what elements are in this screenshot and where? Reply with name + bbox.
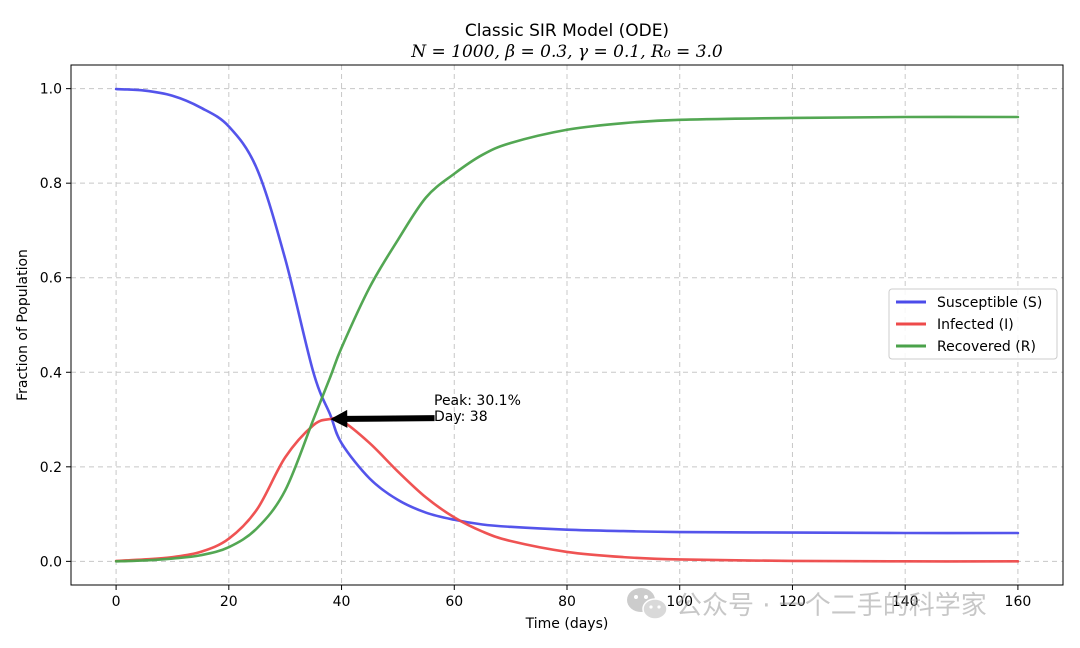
x-tick-label: 120: [779, 594, 806, 610]
y-tick-label: 0.0: [40, 554, 62, 570]
x-tick-label: 140: [892, 594, 919, 610]
x-tick-label: 60: [445, 594, 463, 610]
y-tick-label: 1.0: [40, 82, 62, 98]
y-tick-label: 0.8: [40, 176, 62, 192]
legend-label-susceptible: Susceptible (S): [937, 295, 1042, 311]
ticks: 0 20 40 60 80 100 120 140 160 0.0 0.2 0.4 0.6 0.8 1.0: [40, 82, 1032, 610]
peak-annotation-value: Peak: 30.1%: [434, 393, 521, 409]
x-tick-label: 160: [1005, 594, 1032, 610]
x-tick-label: 20: [220, 594, 238, 610]
legend: Susceptible (S) Infected (I) Recovered (…: [888, 288, 1058, 360]
x-tick-label: 0: [112, 594, 121, 610]
series-lines: [114, 87, 1020, 563]
x-tick-label: 100: [666, 594, 693, 610]
legend-label-recovered: Recovered (R): [937, 339, 1036, 355]
watermark-text: 公众号 · 一个二手的科学家: [676, 591, 987, 621]
y-tick-label: 0.4: [40, 365, 62, 381]
series-line-susceptible: [114, 87, 1020, 535]
wechat-icon: [627, 588, 668, 620]
y-tick-label: 0.6: [40, 271, 62, 287]
peak-annotation: Peak: 30.1% Day: 38: [330, 393, 521, 428]
x-tick-label: 40: [333, 594, 351, 610]
chart-title: Classic SIR Model (ODE): [465, 21, 669, 41]
chart-subtitle: N = 1000, β = 0.3, γ = 0.1, R₀ = 3.0: [410, 42, 723, 62]
peak-arrow: [330, 409, 435, 428]
grid: [71, 65, 1063, 585]
legend-label-infected: Infected (I): [937, 317, 1014, 333]
peak-annotation-day: Day: 38: [434, 409, 488, 425]
series-line-infected: [114, 416, 1020, 563]
y-axis-label: Fraction of Population: [15, 249, 31, 401]
legend-box: [888, 288, 1058, 360]
x-axis-label: Time (days): [525, 616, 609, 632]
x-tick-label: 80: [558, 594, 576, 610]
y-tick-label: 0.2: [40, 460, 62, 476]
series-line-recovered: [114, 115, 1020, 563]
watermark: 公众号 · 一个二手的科学家: [627, 588, 987, 621]
